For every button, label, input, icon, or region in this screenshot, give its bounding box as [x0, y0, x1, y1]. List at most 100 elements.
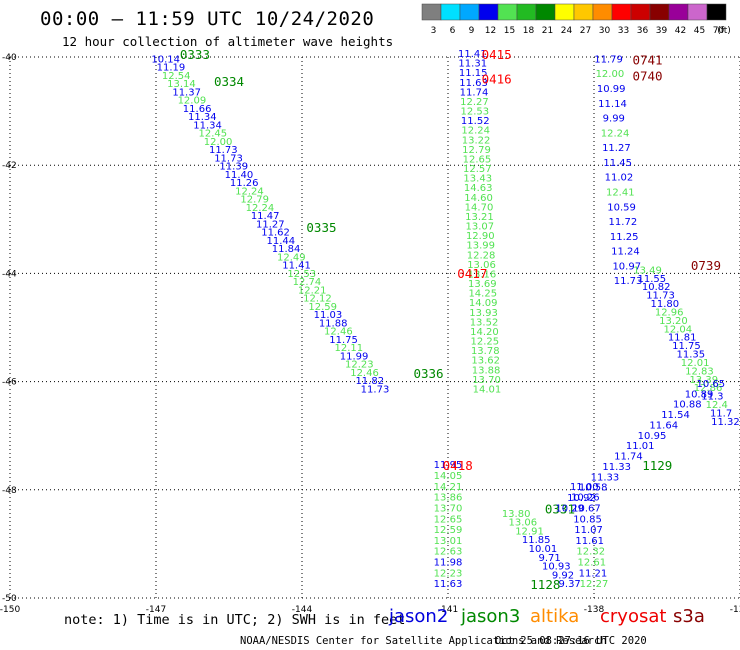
- chart-subtitle: 12 hour collection of altimeter wave hei…: [62, 34, 394, 49]
- swh-value: 13.01: [434, 536, 463, 547]
- swh-value: 9.37: [559, 579, 581, 590]
- swh-value: 11.40: [225, 170, 254, 181]
- swh-value: 11.75: [672, 341, 701, 352]
- y-tick-label: -46: [2, 378, 17, 388]
- satellite-track: 10.1411.1912.5413.1411.3712.0911.6611.34…: [151, 47, 443, 395]
- swh-value: 13.78: [471, 346, 500, 357]
- satellite-track: 10.6510.8910.8811.5411.6410.9511.0111.74…: [555, 379, 725, 514]
- swh-value: 11.85: [522, 535, 551, 546]
- swh-value: 12.59: [308, 302, 337, 313]
- legend-cryosat: cryosat: [600, 606, 667, 627]
- swh-value: 11.99: [340, 351, 369, 362]
- swh-value: 11.07: [574, 525, 603, 536]
- swh-value: 12.45: [198, 129, 227, 140]
- pass-time-label: 0418: [443, 458, 473, 473]
- swh-value: 12.74: [293, 277, 322, 288]
- swh-value: 11.98: [434, 558, 463, 569]
- satellite-track: 13.4911.5510.8211.7311.8012.9613.2012.04…: [633, 265, 740, 427]
- swh-value: 9.71: [538, 553, 560, 564]
- swh-value: 12.12: [303, 294, 332, 305]
- x-tick-label: -150: [0, 605, 20, 615]
- legend-altika: altika: [530, 606, 580, 627]
- swh-value: 13.06: [467, 260, 496, 271]
- pass-time-label: 0335: [306, 220, 336, 235]
- swh-value: 13.70: [472, 375, 501, 386]
- swh-value: 11.32: [711, 417, 740, 428]
- swh-value: 13.43: [463, 174, 492, 185]
- pass-time-label: 0331: [545, 501, 575, 516]
- swh-value: 13.88: [472, 365, 501, 376]
- swh-value: 12.23: [434, 568, 463, 579]
- swh-value: 11.73: [614, 276, 643, 287]
- swh-value: 12.09: [178, 96, 207, 107]
- swh-value: 11.39: [219, 162, 248, 173]
- pass-time-label: 0740: [632, 69, 662, 84]
- swh-value: 13.52: [470, 317, 499, 328]
- pass-time-label: 0741: [632, 52, 662, 67]
- swh-value: 11.73: [209, 145, 238, 156]
- swh-value: 13.14: [167, 79, 196, 90]
- swh-value: 13.62: [471, 356, 500, 367]
- swh-value: 10.88: [673, 400, 702, 411]
- swh-value: 11.19: [157, 63, 186, 74]
- swh-value: 12.49: [277, 252, 306, 263]
- swh-value: 11.24: [611, 247, 640, 258]
- pass-time-label: 0333: [180, 47, 210, 62]
- swh-value: 12.83: [685, 366, 714, 377]
- swh-value: 13.20: [659, 316, 688, 327]
- swh-value: 12.54: [162, 71, 191, 82]
- legend-s3a: s3a: [673, 606, 705, 627]
- swh-value: 12.25: [471, 337, 500, 348]
- swh-value: 9.92: [552, 570, 574, 581]
- swh-value: 14.20: [470, 327, 499, 338]
- swh-value: 13.39: [689, 375, 718, 386]
- swh-value: 11.66: [183, 104, 212, 115]
- swh-value: 12.96: [655, 307, 684, 318]
- swh-value: 11.64: [649, 420, 678, 431]
- swh-value: 11.74: [614, 452, 643, 463]
- swh-value: 12.65: [434, 514, 463, 525]
- swh-value: 11.62: [261, 228, 290, 239]
- swh-value: 11.7: [710, 408, 732, 419]
- swh-value: 12.63: [434, 547, 463, 558]
- swh-value: 11.00: [570, 482, 599, 493]
- swh-value: 10.97: [612, 261, 641, 272]
- swh-value: 11.61: [575, 536, 604, 547]
- swh-value: 10.82: [642, 282, 671, 293]
- swh-value: 11.44: [267, 236, 296, 247]
- swh-value: 11.84: [272, 244, 301, 255]
- swh-value: 12.24: [601, 128, 630, 139]
- swh-value: 11.03: [314, 310, 343, 321]
- swh-value: 13.21: [465, 212, 494, 223]
- swh-value: 12.23: [345, 360, 374, 371]
- swh-value: 13.07: [466, 222, 495, 233]
- swh-value: 14.63: [464, 183, 493, 194]
- x-tick-label: -144: [292, 605, 313, 615]
- swh-value: 12.00: [204, 137, 233, 148]
- legend-jason2: jason2: [389, 606, 449, 627]
- swh-value: 11.81: [668, 333, 697, 344]
- swh-value: 12.79: [240, 195, 269, 206]
- swh-value: 11.80: [651, 299, 680, 310]
- pass-time-label: 0739: [691, 258, 721, 273]
- swh-value: 11.88: [319, 318, 348, 329]
- y-tick-label: -40: [2, 53, 17, 63]
- satellite-track: 11.9514.0514.2113.8613.7012.6512.5913.01…: [434, 458, 473, 590]
- swh-value: 10.26: [571, 493, 600, 504]
- swh-value: 12.04: [663, 324, 692, 335]
- pass-time-label: 0416: [482, 71, 512, 86]
- swh-value: 12.01: [681, 358, 710, 369]
- swh-value: 10.01: [529, 544, 558, 555]
- credit-line: NOAA/NESDIS Center for Satellite Applica…: [240, 635, 607, 647]
- swh-value: 13.93: [469, 308, 498, 319]
- swh-value: 10.65: [696, 379, 725, 390]
- swh-value: 11.73: [214, 153, 243, 164]
- swh-value: 11.73: [361, 384, 390, 395]
- swh-value: 12.32: [576, 547, 605, 558]
- swh-value: 10.67: [572, 503, 601, 514]
- swh-value: 12.24: [246, 203, 275, 214]
- swh-value: 11.41: [458, 49, 487, 60]
- swh-value: 12.21: [298, 285, 327, 296]
- swh-value: 13.70: [434, 503, 463, 514]
- satellite-track: 13.8013.0612.9111.8510.019.7110.939.929.…: [502, 509, 581, 592]
